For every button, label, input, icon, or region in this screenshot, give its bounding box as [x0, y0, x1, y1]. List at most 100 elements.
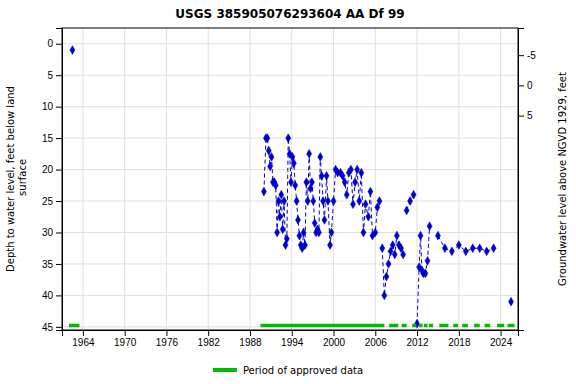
tick-label: 2006: [365, 337, 388, 348]
tick-mark: [56, 107, 62, 108]
data-point: [394, 231, 399, 240]
data-point: [266, 146, 271, 155]
grid-line-y: [62, 75, 518, 76]
axis-line: [63, 331, 519, 337]
data-point: [280, 225, 285, 234]
data-point: [423, 269, 428, 278]
data-point: [408, 197, 413, 206]
data-point: [311, 197, 316, 206]
tick-mark: [334, 330, 335, 336]
x-axis: 1964197019761982198819942000200620122018…: [63, 330, 519, 348]
data-point: [418, 231, 423, 240]
tick-mark: [518, 55, 524, 56]
data-point: [509, 297, 514, 306]
tick-mark: [56, 295, 62, 296]
grid-line-x: [249, 28, 250, 330]
data-point: [456, 241, 461, 250]
tick: 1970: [114, 330, 137, 348]
legend-swatch: [213, 368, 237, 372]
data-point: [359, 168, 364, 177]
data-point: [261, 187, 266, 196]
data-point: [321, 197, 326, 206]
data-point: [70, 46, 75, 55]
tick-mark: [501, 330, 502, 336]
legend-label: Period of approved data: [243, 365, 363, 376]
chart: 1964197019761982198819942000200620122018…: [0, 0, 576, 384]
data-point: [279, 190, 284, 199]
tick-mark: [125, 330, 126, 336]
tick: 1994: [281, 330, 304, 348]
tick-label: 1994: [281, 337, 304, 348]
data-point: [312, 219, 317, 228]
data-point: [357, 197, 362, 206]
tick-mark: [417, 330, 418, 336]
tick: 2000: [323, 330, 346, 348]
tick-label: 2012: [406, 337, 429, 348]
tick-label: 1964: [72, 337, 95, 348]
tick-label: 30: [42, 227, 54, 238]
tick-mark: [56, 201, 62, 202]
marks: [69, 46, 515, 328]
data-point: [275, 228, 280, 237]
data-point: [463, 247, 468, 256]
tick-label: 2024: [490, 337, 513, 348]
data-point: [384, 272, 389, 281]
tick-mark: [208, 330, 209, 336]
data-point: [382, 291, 387, 300]
tick-mark: [56, 75, 62, 76]
data-point: [380, 244, 385, 253]
grid-line-y: [62, 232, 518, 233]
tick: 5: [518, 110, 533, 121]
tick-label: 20: [42, 164, 54, 175]
tick: 0: [47, 38, 62, 49]
grid-line-x: [208, 28, 209, 330]
data-point: [342, 178, 347, 187]
grid-line-y: [62, 201, 518, 202]
tick-mark: [292, 330, 293, 336]
tick-mark: [56, 44, 62, 45]
plot-area: 1964197019761982198819942000200620122018…: [42, 28, 536, 348]
data-point: [331, 197, 336, 206]
data-point: [268, 162, 273, 171]
tick-label: 2000: [323, 337, 346, 348]
tick: 25: [42, 196, 62, 207]
tick: 1982: [198, 330, 221, 348]
grid-line-y: [62, 295, 518, 296]
data-point: [277, 212, 282, 221]
data-point: [491, 244, 496, 253]
data-point: [361, 228, 366, 237]
data-point: [322, 216, 327, 225]
tick-label: 1988: [239, 337, 262, 348]
data-line: [72, 50, 511, 324]
data-point: [411, 190, 416, 199]
data-point: [366, 212, 371, 221]
grid-line-x: [417, 28, 418, 330]
data-point: [392, 250, 397, 259]
data-point: [265, 134, 270, 143]
tick-mark: [518, 85, 524, 86]
y2-axis: 50-5: [518, 29, 536, 331]
data-point: [353, 178, 358, 187]
tick: 10: [42, 101, 62, 112]
tick: 0: [518, 80, 533, 91]
data-point: [363, 200, 368, 209]
data-point: [390, 241, 395, 250]
approved-segments: [69, 324, 515, 328]
tick-mark: [56, 264, 62, 265]
tick-mark: [166, 330, 167, 336]
data-point: [449, 247, 454, 256]
data-point: [442, 244, 447, 253]
title: USGS 385905076293604 AA Df 99: [175, 7, 404, 21]
y-axis-title: Depth to water level, feet below land su…: [5, 86, 28, 272]
legend-item: Period of approved data: [213, 365, 363, 376]
tick-mark: [375, 330, 376, 336]
data-point: [368, 187, 373, 196]
tick: 30: [42, 227, 62, 238]
grid-line-x: [82, 28, 83, 330]
tick-label: 35: [42, 259, 54, 270]
data-point: [286, 134, 291, 143]
data-point: [302, 241, 307, 250]
grid-line-y: [62, 326, 518, 327]
data-point: [386, 260, 391, 269]
tick-label: 45: [42, 322, 54, 333]
